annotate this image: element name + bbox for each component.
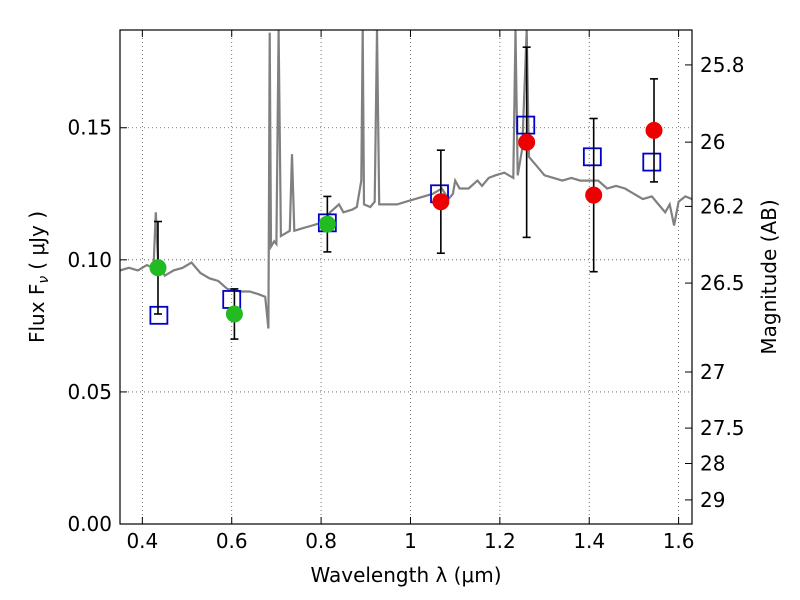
x-tick-label: 0.6 [216, 529, 248, 553]
model-photometry-square [582, 147, 602, 167]
y-axis-label-subscript: ν [36, 276, 52, 284]
model-spectrum-line [120, 30, 692, 329]
y2-tick-label: 29 [700, 488, 725, 512]
y-tick-label: 0.00 [67, 512, 112, 536]
green-data-point [318, 215, 336, 233]
x-tick-label: 1 [404, 529, 417, 553]
spectrum-layer [120, 30, 692, 329]
y2-tick-label: 26.5 [700, 271, 745, 295]
y2-tick-label: 27 [700, 360, 725, 384]
y2-tick-label: 28 [700, 451, 725, 475]
model-photometry-square [642, 152, 662, 172]
y2-tick-label: 27.5 [700, 416, 745, 440]
y-tick-label: 0.10 [67, 248, 112, 272]
y-tick-label: 0.05 [67, 380, 112, 404]
x-axis-label: Wavelength λ (μm) [310, 563, 501, 587]
x-tick-label: 1.4 [573, 529, 605, 553]
x-tick-label: 0.8 [305, 529, 337, 553]
y-tick-label: 0.15 [67, 116, 112, 140]
data-marks [149, 46, 663, 340]
red-data-point [518, 133, 536, 151]
y-axis-label-unit: ( μJy ) [25, 211, 49, 270]
y-axis-label: Flux Fν ( μJy ) [25, 211, 52, 343]
red-data-point [645, 121, 663, 139]
red-data-point [585, 186, 603, 204]
red-data-point [432, 193, 450, 211]
y2-tick-label: 26 [700, 130, 725, 154]
green-data-point [149, 259, 167, 277]
green-data-point [225, 305, 243, 323]
plot-frame [119, 29, 693, 525]
y2-tick-label: 26.2 [700, 194, 745, 218]
x-tick-label: 1.6 [663, 529, 695, 553]
y2-axis-label: Magnitude (AB) [757, 199, 781, 354]
axis-ticks: 0.4 0.6 0.8 1 1.2 1.4 1.6 0.00 0.05 0.10 0.15 25.8 2… [67, 30, 745, 553]
model-photometry-square [516, 115, 536, 135]
x-tick-label: 1.2 [484, 529, 516, 553]
y-axis-label-main: Flux F [25, 284, 49, 343]
model-photometry-square [222, 290, 242, 309]
y2-tick-label: 25.8 [700, 53, 745, 77]
model-photometry-square [149, 305, 169, 325]
x-tick-label: 0.4 [126, 529, 158, 553]
